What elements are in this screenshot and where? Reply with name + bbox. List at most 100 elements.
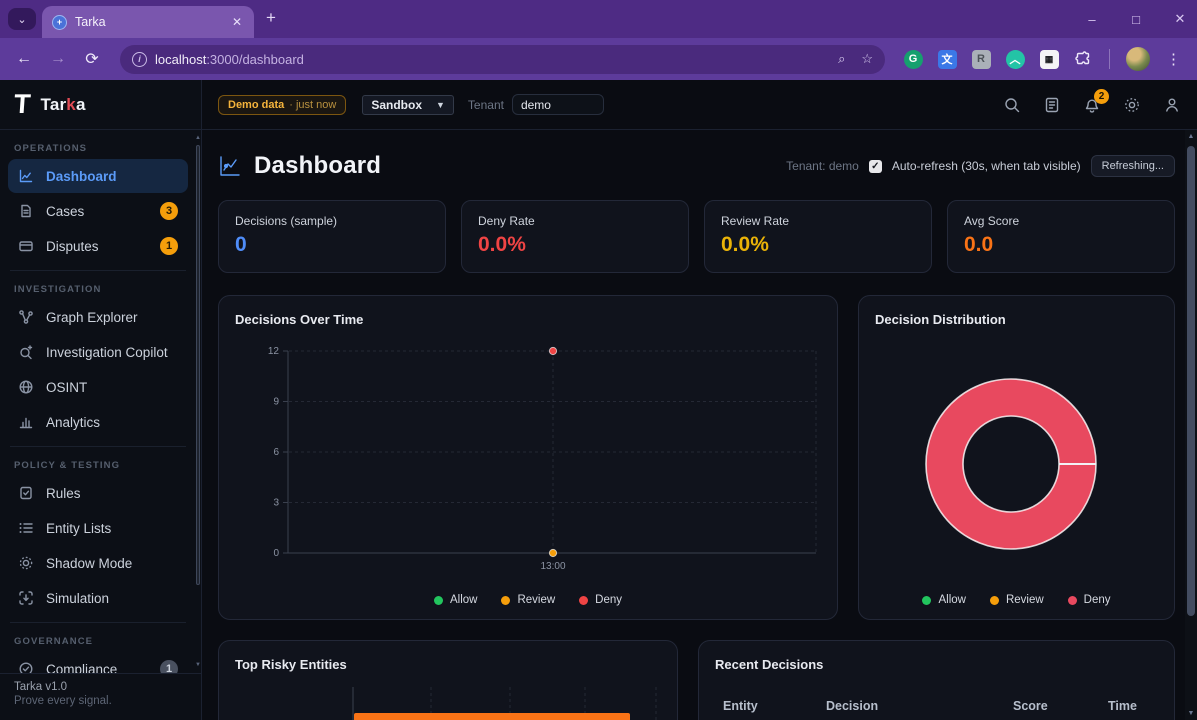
section-label-operations: OPERATIONS [14,143,88,154]
list-icon [19,523,33,533]
chevron-down-icon: ▼ [436,99,445,110]
window-close-button[interactable]: ✕ [1174,11,1186,26]
chart-line-icon [19,169,33,183]
sidebar-item-disputes[interactable]: Disputes 1 [8,229,188,263]
scroll-down-arrow[interactable]: ▼ [195,662,201,668]
divider [10,270,186,271]
stat-card-deny-rate: Deny Rate 0.0% [461,200,689,273]
browser-tab[interactable]: + Tarka ✕ [42,6,254,38]
extension-gray-icon[interactable]: R [970,48,992,70]
sidebar-item-cases[interactable]: Cases 3 [8,194,188,228]
reload-button[interactable]: ⟳ [85,51,99,68]
url-text[interactable]: localhost:3000/dashboard [155,51,304,67]
new-tab-button[interactable]: + [266,8,276,27]
browser-menu-icon[interactable]: ⋮ [1166,51,1181,68]
tenant-label: Tenant [467,97,504,112]
logo-wordmark: Tarka [40,94,86,114]
app-version: Tarka v1.0 [14,681,68,693]
search-icon[interactable] [1003,96,1021,114]
address-bar[interactable]: i localhost:3000/dashboard ⌕ ☆ [120,44,885,74]
bookmark-star-icon[interactable]: ☆ [861,51,873,66]
legend-item-review[interactable]: Review [989,594,1044,606]
window-scrollbar-thumb[interactable] [1187,146,1195,616]
disputes-badge: 1 [160,237,178,255]
sidebar-scrollbar[interactable]: ▲ ▼ [195,135,201,668]
user-icon[interactable] [1163,96,1181,114]
tab-search-button[interactable]: ⌄ [8,8,36,30]
notifications-bell-icon[interactable]: 2 [1083,88,1109,114]
theme-toggle-icon[interactable] [1123,96,1141,114]
extension-translate-icon[interactable]: 文 [936,48,958,70]
copilot-search-icon [20,345,33,360]
shield-check-icon [19,662,33,673]
environment-select[interactable]: Sandbox ▼ [362,94,454,115]
svg-text:3: 3 [273,498,279,509]
sidebar-item-shadow-mode[interactable]: Shadow Mode [8,546,188,580]
dashboard-chart-icon [220,156,240,176]
sidebar-item-osint[interactable]: OSINT [8,370,188,404]
forward-button[interactable]: → [50,50,66,67]
tab-close-icon[interactable]: ✕ [231,15,243,29]
refresh-button[interactable]: Refreshing... [1090,155,1175,177]
app-logo[interactable]: T Tarka [0,80,201,130]
main-area: Demo data · just now Sandbox ▼ Tenant [202,80,1197,720]
extension-qr-icon[interactable]: ▦ [1038,48,1060,70]
sidebar-item-investigation-copilot[interactable]: Investigation Copilot [8,335,188,369]
extension-grammarly-icon[interactable]: G [902,48,924,70]
sidebar-item-analytics[interactable]: Analytics [8,405,188,439]
risky-bar [354,713,630,720]
chart-title: Decisions Over Time [235,312,364,327]
dashboard-content: Dashboard Tenant: demo ✓ Auto-refresh (3… [202,130,1185,720]
chart-legend: Allow Review Deny [859,594,1174,606]
audit-log-icon[interactable] [1043,96,1061,114]
extension-teal-icon[interactable]: ︿ [1004,48,1026,70]
scroll-down-arrow[interactable]: ▼ [1187,710,1195,717]
x-tick-label: 13:00 [540,561,565,572]
legend-item-allow[interactable]: Allow [433,594,477,606]
site-info-icon[interactable]: i [132,51,147,67]
chart-title: Top Risky Entities [235,657,347,672]
window-scrollbar[interactable]: ▲ ▼ [1185,130,1197,720]
sidebar-item-dashboard[interactable]: Dashboard [8,159,188,193]
profile-avatar[interactable] [1126,47,1150,71]
page-header: Dashboard Tenant: demo ✓ Auto-refresh (3… [218,145,1175,187]
column-header-time: Time [1108,699,1137,713]
section-label-governance: GOVERNANCE [14,636,94,647]
notification-count-badge: 2 [1094,88,1109,104]
window-maximize-button[interactable]: □ [1132,11,1140,27]
stat-value: 0 [235,233,247,256]
sidebar-scrollbar-thumb[interactable] [196,145,200,585]
back-button[interactable]: ← [16,50,32,67]
sidebar-item-rules[interactable]: Rules [8,476,188,510]
globe-icon [19,380,33,394]
extensions-puzzle-icon[interactable] [1072,48,1094,70]
sidebar-item-entity-lists[interactable]: Entity Lists [8,511,188,545]
app-topbar: Demo data · just now Sandbox ▼ Tenant [202,80,1197,130]
divider [10,446,186,447]
legend-item-deny[interactable]: Deny [579,594,622,606]
sidebar-item-label: Investigation Copilot [46,344,168,360]
tenant-note: Tenant: demo [786,159,859,173]
sidebar-item-label: Entity Lists [46,520,112,536]
legend-item-review[interactable]: Review [501,594,555,606]
scroll-up-arrow[interactable]: ▲ [195,135,201,141]
sidebar-item-compliance[interactable]: Compliance 1 [8,652,188,673]
legend-item-deny[interactable]: Deny [1067,594,1111,606]
zoom-indicator-icon[interactable]: ⌕ [838,51,846,66]
browser-titlebar: ⌄ + Tarka ✕ + – □ ✕ [0,0,1197,38]
table-header-row: Entity Decision Score Time [699,699,1174,720]
donut-ring [926,379,1096,549]
sidebar-item-simulation[interactable]: Simulation [8,581,188,615]
demo-data-badge: Demo data · just now [218,94,347,115]
auto-refresh-checkbox[interactable]: ✓ [868,159,882,173]
sidebar-item-graph-explorer[interactable]: Graph Explorer [8,300,188,334]
legend-item-allow[interactable]: Allow [922,594,966,606]
window-minimize-button[interactable]: – [1088,11,1096,27]
divider [10,622,186,623]
tenant-input[interactable] [511,94,604,115]
scroll-up-arrow[interactable]: ▲ [1187,133,1195,140]
logo-mark: T [12,89,32,119]
check-square-icon [20,486,32,500]
stat-card-review-rate: Review Rate 0.0% [704,200,932,273]
